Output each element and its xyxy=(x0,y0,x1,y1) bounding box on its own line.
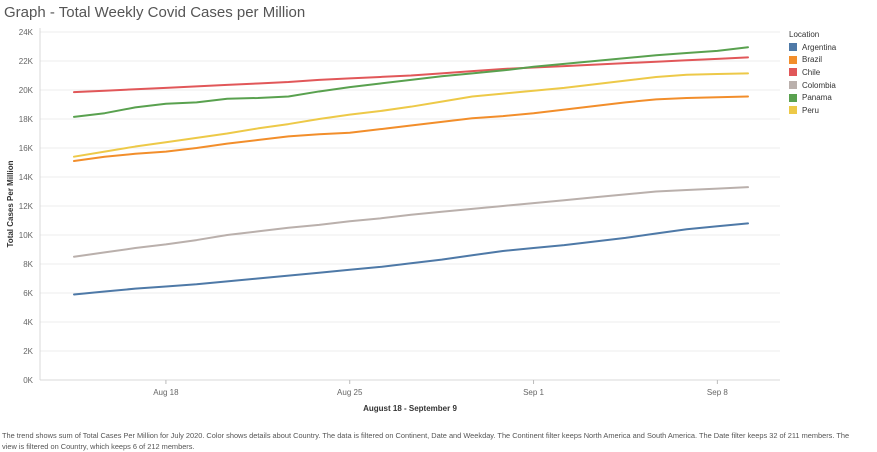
line-chart: 0K 2K 4K 6K 8K 10K 12K 14K 16K 18K 20K 22K 24K Aug 18… xyxy=(6,28,780,413)
legend-swatch xyxy=(789,93,797,102)
legend: Location Argentina Brazil Chile Colombia Pan… xyxy=(789,30,836,117)
series-line-peru xyxy=(73,72,749,158)
x-tick-label: Sep 1 xyxy=(523,388,544,397)
legend-item-chile[interactable]: Chile xyxy=(789,66,836,79)
legend-swatch xyxy=(789,55,797,64)
legend-label: Chile xyxy=(802,67,821,77)
legend-title: Location xyxy=(789,30,820,39)
legend-label: Colombia xyxy=(802,80,836,90)
legend-label: Peru xyxy=(802,105,819,115)
legend-swatch xyxy=(789,106,797,115)
legend-item-brazil[interactable]: Brazil xyxy=(789,54,836,67)
legend-swatch xyxy=(789,81,797,90)
y-tick-label: 20K xyxy=(19,86,34,95)
chart-title: Graph - Total Weekly Covid Cases per Mil… xyxy=(4,4,306,21)
y-tick-label: 10K xyxy=(19,231,34,240)
y-tick-label: 14K xyxy=(19,173,34,182)
y-tick-label: 0K xyxy=(23,376,33,385)
legend-items: Argentina Brazil Chile Colombia Panama Peru xyxy=(789,41,836,117)
y-tick-label: 16K xyxy=(19,144,34,153)
legend-label: Brazil xyxy=(802,55,823,65)
series-line-argentina xyxy=(73,222,749,296)
series-line-colombia xyxy=(73,186,749,258)
y-tick-label: 4K xyxy=(23,318,33,327)
legend-item-argentina[interactable]: Argentina xyxy=(789,41,836,54)
legend-item-peru[interactable]: Peru xyxy=(789,104,836,117)
x-axis-title: August 18 - September 9 xyxy=(363,404,457,413)
legend-swatch xyxy=(789,68,797,77)
legend-swatch xyxy=(789,43,797,52)
legend-item-colombia[interactable]: Colombia xyxy=(789,79,836,92)
x-tick-label: Aug 18 xyxy=(153,388,179,397)
legend-item-panama[interactable]: Panama xyxy=(789,91,836,104)
legend-label: Argentina xyxy=(802,42,837,52)
chart-caption: The trend shows sum of Total Cases Per M… xyxy=(2,431,850,451)
y-tick-label: 24K xyxy=(19,28,34,37)
x-tick-label: Sep 8 xyxy=(707,388,728,397)
y-axis-title: Total Cases Per Million xyxy=(6,160,15,247)
y-tick-label: 18K xyxy=(19,115,34,124)
series-line-chile xyxy=(73,56,749,94)
series-line-panama xyxy=(73,46,749,118)
y-tick-label: 8K xyxy=(23,260,33,269)
legend-label: Panama xyxy=(802,93,832,103)
y-tick-label: 12K xyxy=(19,202,34,211)
y-tick-label: 22K xyxy=(19,57,34,66)
x-tick-label: Aug 25 xyxy=(337,388,363,397)
y-tick-label: 6K xyxy=(23,289,33,298)
y-tick-label: 2K xyxy=(23,347,33,356)
series-line-brazil xyxy=(73,95,749,163)
